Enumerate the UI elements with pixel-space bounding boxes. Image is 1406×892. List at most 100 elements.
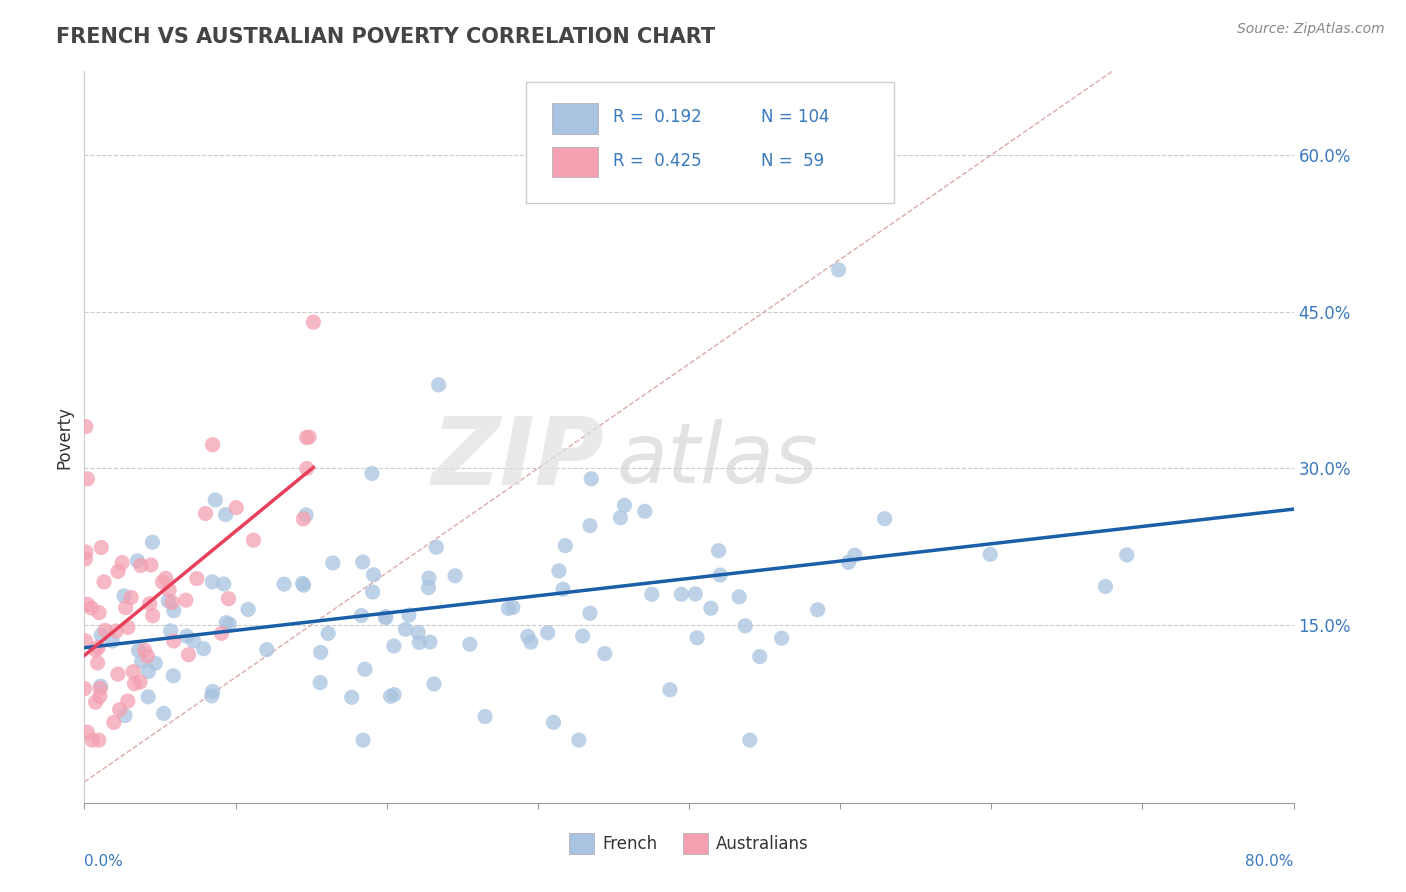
Point — [76, 597, 98, 611]
Point — [120, 591, 142, 605]
Point — [1115, 548, 1137, 562]
Legend: French, Australians: French, Australians — [562, 827, 815, 860]
Point — [84, 643, 107, 657]
Point — [309, 645, 332, 659]
Point — [408, 635, 430, 649]
Point — [748, 649, 770, 664]
Point — [309, 675, 332, 690]
Point — [112, 589, 135, 603]
Point — [382, 688, 405, 702]
Point — [155, 571, 177, 585]
Point — [114, 600, 136, 615]
Text: 0.0%: 0.0% — [84, 854, 124, 869]
Point — [568, 733, 591, 747]
Point — [398, 607, 420, 622]
Bar — [553, 103, 599, 134]
Point — [82, 733, 104, 747]
Point — [193, 641, 215, 656]
Point — [136, 649, 159, 664]
Point — [75, 419, 97, 434]
Point — [143, 656, 166, 670]
Point — [291, 576, 314, 591]
Text: ZIP: ZIP — [432, 413, 605, 505]
Point — [322, 556, 344, 570]
Point — [340, 690, 363, 705]
Point — [211, 626, 233, 640]
Point — [425, 541, 447, 555]
Point — [1094, 579, 1116, 593]
Point — [242, 533, 264, 548]
Point — [75, 545, 97, 559]
Point — [292, 512, 315, 526]
Point — [734, 619, 756, 633]
Point — [84, 695, 107, 709]
Point — [218, 591, 240, 606]
Point — [406, 625, 429, 640]
Point — [360, 467, 382, 481]
Point — [382, 639, 405, 653]
Point — [73, 681, 96, 696]
Point — [394, 622, 416, 636]
Point — [90, 628, 112, 642]
Point — [163, 604, 186, 618]
Point — [212, 577, 235, 591]
Point — [423, 677, 446, 691]
Point — [105, 624, 128, 638]
Point — [363, 567, 385, 582]
Point — [418, 581, 440, 595]
Point — [129, 675, 152, 690]
Point — [658, 682, 681, 697]
Point — [225, 500, 247, 515]
Point — [709, 568, 731, 582]
Point — [75, 634, 97, 648]
Point — [141, 535, 163, 549]
Point — [204, 493, 226, 508]
Y-axis label: Poverty: Poverty — [55, 406, 73, 468]
Point — [295, 461, 318, 475]
Text: R =  0.192: R = 0.192 — [613, 109, 702, 127]
Point — [380, 690, 402, 704]
Point — [218, 617, 240, 632]
Point — [152, 706, 174, 721]
Text: atlas: atlas — [616, 418, 818, 500]
Point — [354, 662, 377, 676]
Point — [103, 715, 125, 730]
Point — [844, 548, 866, 562]
Point — [516, 629, 538, 643]
Point — [186, 572, 208, 586]
Point — [159, 624, 181, 638]
Point — [157, 594, 180, 608]
Point — [76, 725, 98, 739]
Point — [418, 571, 440, 585]
Point — [107, 565, 129, 579]
Point — [474, 709, 496, 723]
Point — [142, 608, 165, 623]
Point — [176, 629, 198, 643]
Point — [174, 593, 197, 607]
Point — [214, 508, 236, 522]
Point — [86, 656, 108, 670]
Point — [93, 574, 115, 589]
Point — [215, 615, 238, 630]
Point — [114, 708, 136, 723]
Point — [127, 554, 149, 568]
Point — [316, 626, 339, 640]
Point — [89, 681, 111, 696]
Point — [87, 733, 110, 747]
Point — [117, 694, 139, 708]
Point — [162, 669, 184, 683]
Point — [80, 601, 103, 615]
Point — [201, 574, 224, 589]
Point — [873, 512, 896, 526]
Point — [700, 601, 723, 615]
Point — [108, 703, 131, 717]
Point — [256, 642, 278, 657]
Point — [127, 643, 149, 657]
Point — [152, 574, 174, 589]
Point — [738, 733, 761, 747]
FancyBboxPatch shape — [526, 82, 894, 203]
Point — [134, 643, 156, 657]
Point — [89, 690, 111, 704]
Point — [350, 608, 373, 623]
Point — [458, 637, 481, 651]
